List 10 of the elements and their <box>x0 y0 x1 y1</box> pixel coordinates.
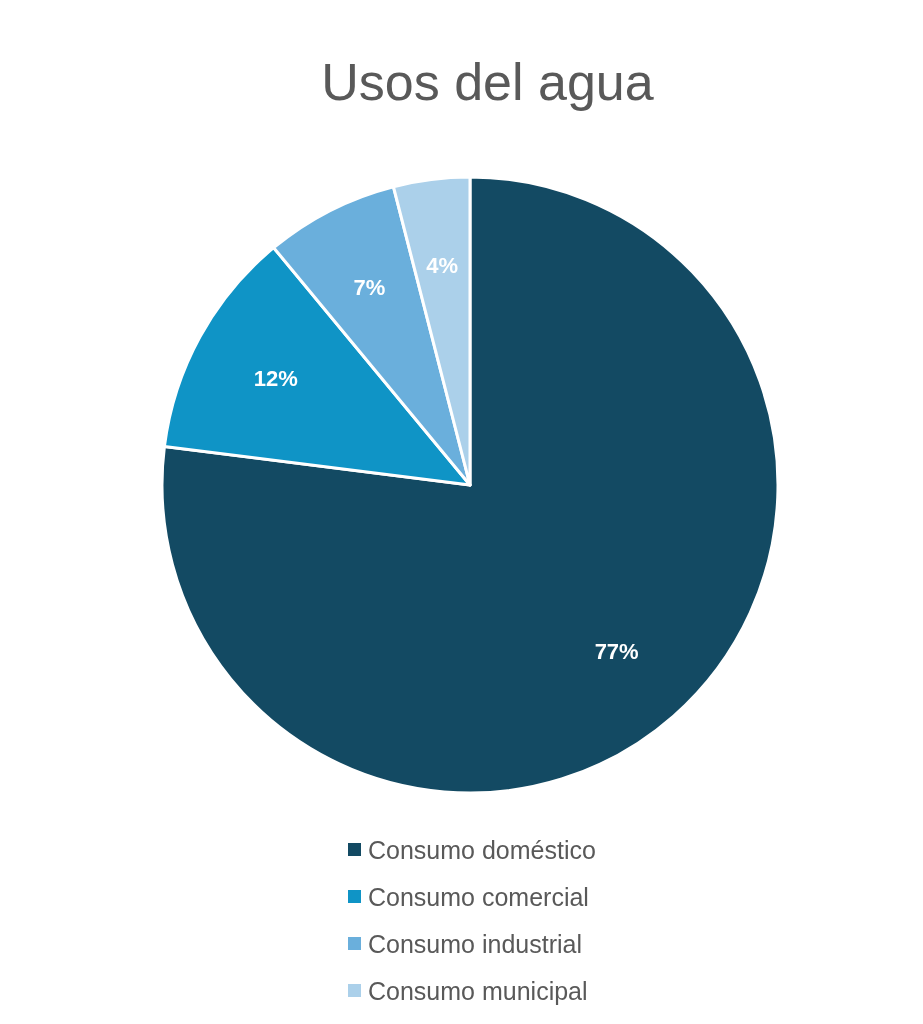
data-label: 12% <box>253 365 298 391</box>
chart-title: Usos del agua <box>321 53 654 111</box>
data-label: 77% <box>594 638 639 664</box>
legend-label: Consumo doméstico <box>368 836 596 864</box>
legend-label: Consumo comercial <box>368 883 589 911</box>
legend-label: Consumo municipal <box>368 977 588 1005</box>
data-label: 4% <box>426 252 459 278</box>
data-label: 7% <box>353 274 386 300</box>
legend-label: Consumo industrial <box>368 930 582 958</box>
pie-slice <box>160 175 780 795</box>
